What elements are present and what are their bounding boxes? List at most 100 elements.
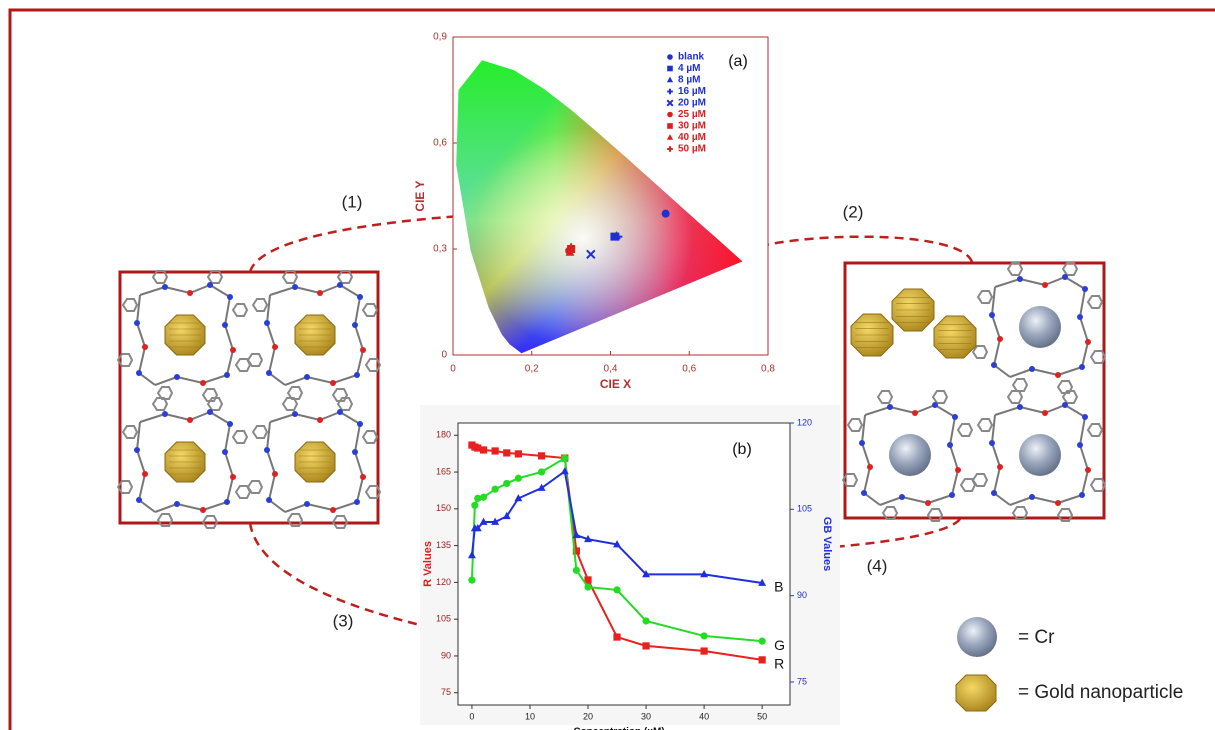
legend-label: 40 µM <box>678 132 706 143</box>
atom <box>337 409 343 415</box>
atom <box>264 320 270 326</box>
y-tick-label: 0,3 <box>433 244 447 255</box>
marker <box>538 452 545 459</box>
marker <box>573 567 580 574</box>
atom <box>227 421 233 427</box>
marker <box>480 446 487 453</box>
atom <box>991 362 997 368</box>
cr-icon <box>957 617 997 657</box>
atom <box>1082 286 1088 292</box>
y-tick-label: 0,6 <box>433 138 447 149</box>
legend-label: blank <box>678 52 705 63</box>
step-label: (2) <box>843 202 864 221</box>
atom <box>304 501 310 507</box>
annotation: (b) <box>732 441 752 458</box>
legend-marker <box>667 66 673 72</box>
legend-label: 30 µM <box>678 121 706 132</box>
atom <box>997 336 1003 342</box>
y2-tick-label: 75 <box>797 676 807 686</box>
atom <box>174 374 180 380</box>
x-tick-label: 0,6 <box>682 364 696 375</box>
atom <box>174 501 180 507</box>
atom <box>1017 404 1023 410</box>
atom <box>360 347 366 353</box>
y-tick-label: 105 <box>436 614 451 624</box>
atom <box>330 380 336 386</box>
step-label: (1) <box>342 192 363 211</box>
marker <box>480 494 487 501</box>
y2-axis-label: GB Values <box>821 517 833 571</box>
atom <box>354 499 360 505</box>
atom <box>925 500 931 506</box>
atom <box>162 411 168 417</box>
atom <box>1085 339 1091 345</box>
atom <box>955 467 961 473</box>
atom <box>354 372 360 378</box>
atom <box>187 290 193 296</box>
y-tick-label: 0 <box>441 350 447 361</box>
legend-marker <box>667 123 673 129</box>
atom <box>162 284 168 290</box>
y-tick-label: 120 <box>436 577 451 587</box>
legend-text: = Gold nanoparticle <box>1018 682 1183 703</box>
atom <box>932 402 938 408</box>
atom <box>224 499 230 505</box>
atom <box>266 497 272 503</box>
marker <box>662 210 670 218</box>
atom <box>1079 492 1085 498</box>
atom <box>134 320 140 326</box>
marker <box>503 449 510 456</box>
step-label: (4) <box>867 556 888 575</box>
atom <box>989 312 995 318</box>
marker <box>561 455 568 462</box>
atom <box>1079 364 1085 370</box>
x-tick-label: 0,2 <box>525 364 539 375</box>
atom <box>136 370 142 376</box>
legend-label: 4 µM <box>678 63 700 74</box>
atom <box>1077 442 1083 448</box>
y-tick-label: 75 <box>441 687 451 697</box>
legend-label: 8 µM <box>678 75 700 86</box>
x-axis-label: CIE X <box>600 377 631 391</box>
atom <box>264 447 270 453</box>
y-tick-label: 180 <box>436 430 451 440</box>
atom <box>1077 314 1083 320</box>
x-tick-label: 40 <box>699 711 709 721</box>
atom <box>304 374 310 380</box>
atom <box>266 370 272 376</box>
atom <box>1029 494 1035 500</box>
atom <box>222 322 228 328</box>
atom <box>357 421 363 427</box>
atom <box>1042 410 1048 416</box>
series-label: R <box>774 656 784 672</box>
atom <box>912 410 918 416</box>
x-tick-label: 0,4 <box>604 364 618 375</box>
atom <box>899 494 905 500</box>
atom <box>187 417 193 423</box>
atom <box>142 344 148 350</box>
atom <box>207 409 213 415</box>
atom <box>949 492 955 498</box>
atom <box>1042 282 1048 288</box>
cr-particle <box>1019 434 1061 476</box>
atom <box>867 464 873 470</box>
atom <box>224 372 230 378</box>
marker <box>759 638 766 645</box>
atom <box>337 282 343 288</box>
atom <box>272 344 278 350</box>
marker <box>503 480 510 487</box>
atom <box>1085 467 1091 473</box>
atom <box>292 284 298 290</box>
atom <box>142 471 148 477</box>
atom <box>991 490 997 496</box>
legend-marker <box>667 54 673 60</box>
atom <box>352 322 358 328</box>
y2-tick-label: 120 <box>797 417 812 427</box>
atom <box>952 414 958 420</box>
atom <box>1029 366 1035 372</box>
marker <box>492 447 499 454</box>
series-label: G <box>774 637 785 653</box>
legend-label: 20 µM <box>678 98 706 109</box>
atom <box>1062 402 1068 408</box>
atom <box>997 464 1003 470</box>
